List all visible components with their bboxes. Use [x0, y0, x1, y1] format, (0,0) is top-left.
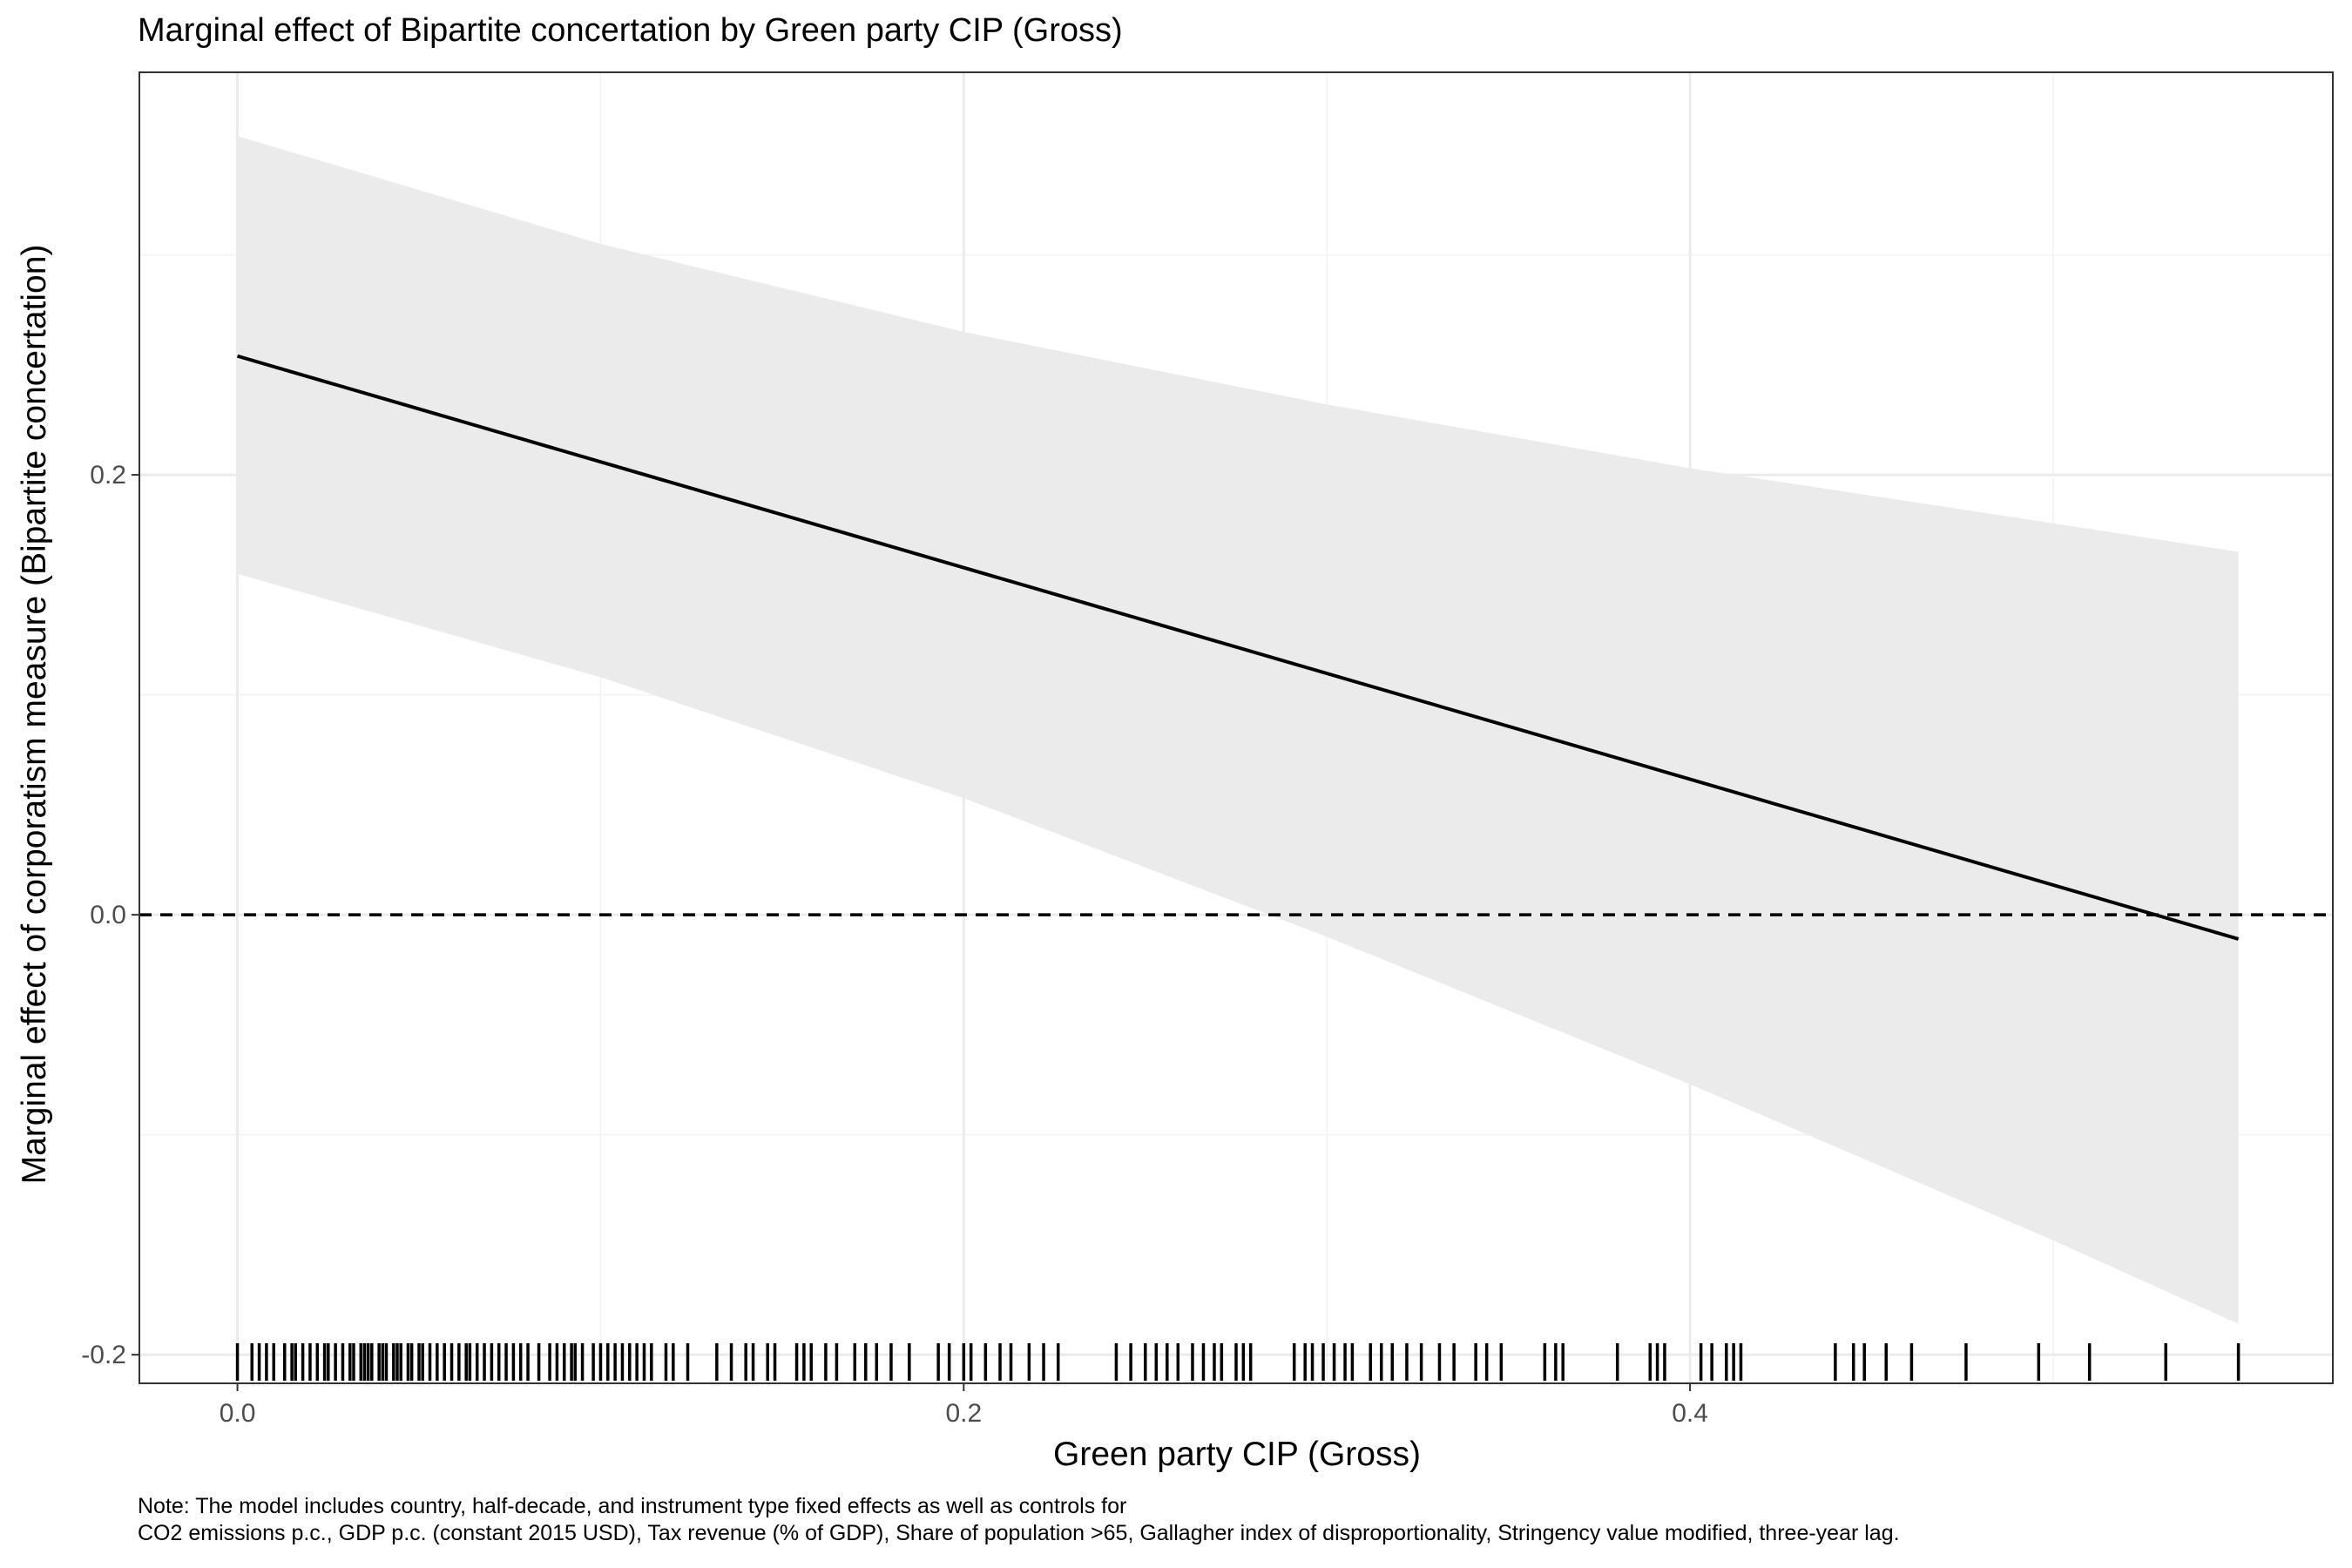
- y-tick-label: 0.0: [90, 901, 126, 929]
- y-tick-label: -0.2: [81, 1341, 126, 1369]
- y-tick-label: 0.2: [90, 461, 126, 490]
- x-axis-label: Green party CIP (Gross): [1053, 1436, 1421, 1473]
- tick-layer: -0.2 0.0 0.2 0.0 0.2 0.4: [81, 461, 1708, 1428]
- confidence-band: [237, 136, 2239, 1324]
- y-axis-label: Marginal effect of corporatism measure (…: [16, 244, 53, 1185]
- note-line-2: CO2 emissions p.c., GDP p.c. (constant 2…: [138, 1521, 1900, 1545]
- effect-line-layer: [237, 354, 2240, 941]
- x-tick-label: 0.4: [1672, 1399, 1708, 1428]
- confidence-band-layer: [237, 136, 2239, 1324]
- chart-title: Marginal effect of Bipartite concertatio…: [138, 12, 1123, 49]
- marginal-effect-line: [237, 354, 2240, 941]
- panel-border: [139, 71, 2334, 1384]
- rug-layer: [235, 1343, 2240, 1381]
- figure-note: Note: The model includes country, half-d…: [138, 1493, 1900, 1547]
- note-line-1: Note: The model includes country, half-d…: [138, 1494, 1127, 1518]
- x-tick-label: 0.0: [220, 1399, 256, 1428]
- x-tick-label: 0.2: [945, 1399, 982, 1428]
